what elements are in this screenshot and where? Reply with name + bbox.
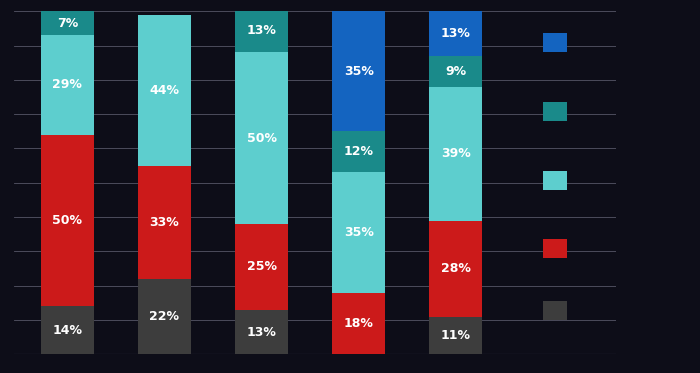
Text: 9%: 9%: [445, 65, 466, 78]
Text: 33%: 33%: [150, 216, 179, 229]
Bar: [332, 11, 386, 131]
Bar: [41, 306, 94, 354]
Bar: [543, 34, 568, 52]
Text: 50%: 50%: [52, 214, 83, 227]
Text: 13%: 13%: [441, 27, 470, 40]
Text: 28%: 28%: [441, 262, 470, 275]
Text: 14%: 14%: [52, 324, 83, 337]
Text: 50%: 50%: [246, 132, 276, 145]
Bar: [138, 279, 191, 354]
Bar: [543, 102, 568, 121]
Bar: [543, 171, 568, 189]
Bar: [429, 87, 482, 220]
Text: 12%: 12%: [344, 145, 374, 159]
Text: 7%: 7%: [57, 17, 78, 30]
Bar: [41, 35, 94, 135]
Text: 13%: 13%: [246, 326, 276, 339]
Bar: [332, 172, 386, 292]
Bar: [138, 166, 191, 279]
Bar: [429, 11, 482, 56]
Bar: [429, 220, 482, 317]
Text: 18%: 18%: [344, 317, 374, 330]
Text: 29%: 29%: [52, 78, 83, 91]
Bar: [429, 56, 482, 87]
Text: 35%: 35%: [344, 226, 374, 239]
Bar: [429, 317, 482, 354]
Text: 22%: 22%: [150, 310, 179, 323]
Bar: [235, 8, 288, 52]
Bar: [138, 15, 191, 166]
Text: 44%: 44%: [150, 84, 179, 97]
Text: 39%: 39%: [441, 147, 470, 160]
Text: 25%: 25%: [246, 260, 276, 273]
Text: 11%: 11%: [441, 329, 471, 342]
Text: 13%: 13%: [246, 23, 276, 37]
Bar: [543, 239, 568, 258]
Bar: [235, 52, 288, 224]
Bar: [543, 301, 568, 320]
Bar: [235, 224, 288, 310]
Bar: [235, 310, 288, 354]
Bar: [332, 131, 386, 172]
Bar: [332, 292, 386, 354]
Bar: [41, 11, 94, 35]
Text: 35%: 35%: [344, 65, 374, 78]
Bar: [41, 135, 94, 306]
